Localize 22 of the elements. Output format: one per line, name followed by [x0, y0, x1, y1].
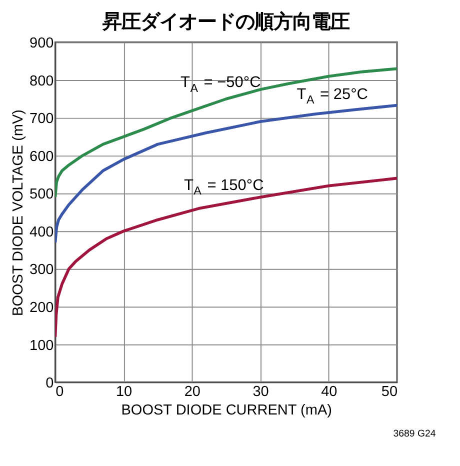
- x-axis-title: BOOST DIODE CURRENT (mA): [121, 402, 332, 419]
- y-tick-label: 400: [30, 224, 54, 240]
- chart-title: 昇圧ダイオードの順方向電圧: [102, 10, 350, 33]
- line-series: [55, 67, 398, 199]
- x-tick-label: 30: [252, 384, 269, 400]
- y-tick-label: 100: [30, 338, 54, 354]
- x-tick-label: 10: [116, 384, 132, 400]
- x-tick-label: 20: [184, 384, 201, 400]
- x-tick-label: 50: [381, 384, 398, 400]
- y-tick-label: 700: [30, 111, 54, 128]
- line-series: [55, 176, 398, 338]
- y-tick-label: 300: [30, 262, 54, 278]
- x-tick-label: 0: [56, 384, 64, 400]
- text: 3689 G24: [393, 428, 436, 440]
- y-tick-label: 800: [30, 73, 54, 90]
- y-axis-title: BOOST DIODE VOLTAGE (mV): [10, 109, 27, 316]
- y-tick-label: 200: [30, 300, 54, 316]
- y-tick-label: 600: [30, 148, 54, 165]
- y-tick-label: 900: [30, 36, 54, 52]
- line-series: [55, 104, 398, 244]
- x-tick-label: 40: [321, 384, 338, 400]
- y-tick-label: 500: [30, 186, 54, 203]
